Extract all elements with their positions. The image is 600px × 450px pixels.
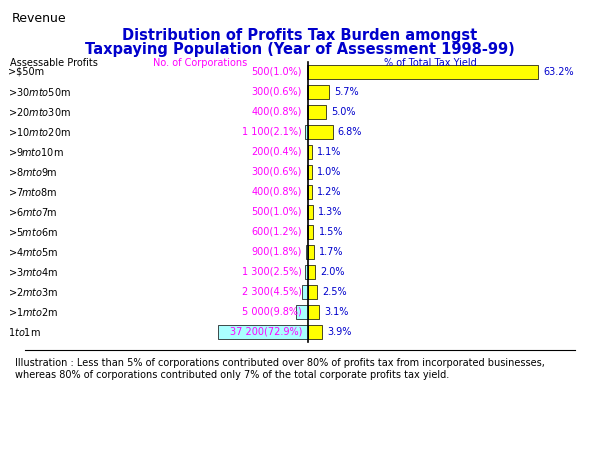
Text: 6.8%: 6.8% [338, 127, 362, 137]
Text: No. of Corporations: No. of Corporations [153, 58, 247, 68]
Text: >$20mto $30m: >$20mto $30m [8, 106, 71, 118]
Text: >$10mto $20m: >$10mto $20m [8, 126, 71, 138]
Bar [307, 225, 308, 239]
Text: 5.0%: 5.0% [331, 107, 356, 117]
Text: >$1mto $2m: >$1mto $2m [8, 306, 58, 318]
Bar [308, 145, 312, 159]
Text: 2.5%: 2.5% [322, 287, 347, 297]
Text: 37 200(72.9%): 37 200(72.9%) [230, 327, 302, 337]
Text: >$8mto $9m: >$8mto $9m [8, 166, 58, 178]
Bar [308, 325, 322, 339]
Text: 5 000(9.8%): 5 000(9.8%) [242, 307, 302, 317]
Bar [307, 85, 308, 99]
Text: 2.0%: 2.0% [320, 267, 345, 277]
Text: 500(1.0%): 500(1.0%) [251, 67, 302, 77]
Bar [308, 245, 314, 259]
Bar [305, 125, 308, 139]
Text: 1.1%: 1.1% [317, 147, 341, 157]
Bar [296, 305, 308, 319]
Text: Assessable Profits: Assessable Profits [10, 58, 98, 68]
Text: >$50m: >$50m [8, 67, 44, 77]
Text: >$4mto $5m: >$4mto $5m [8, 246, 58, 258]
Text: >$7mto $8m: >$7mto $8m [8, 186, 58, 198]
Text: 1.5%: 1.5% [319, 227, 343, 237]
Bar [308, 85, 329, 99]
Text: 63.2%: 63.2% [543, 67, 574, 77]
Text: >$2mto $3m: >$2mto $3m [8, 286, 58, 298]
Text: 900(1.8%): 900(1.8%) [251, 247, 302, 257]
Bar [305, 265, 308, 279]
Text: Revenue: Revenue [12, 12, 67, 25]
Text: >$5mto $6m: >$5mto $6m [8, 226, 58, 238]
Text: >$6mto $7m: >$6mto $7m [8, 206, 58, 218]
Text: 1.3%: 1.3% [318, 207, 342, 217]
Text: 1.2%: 1.2% [317, 187, 342, 197]
Text: 400(0.8%): 400(0.8%) [251, 107, 302, 117]
Text: 600(1.2%): 600(1.2%) [251, 227, 302, 237]
Text: 1 300(2.5%): 1 300(2.5%) [242, 267, 302, 277]
Bar [218, 325, 308, 339]
Text: 5.7%: 5.7% [334, 87, 358, 97]
Bar [307, 105, 308, 119]
Bar [308, 165, 311, 179]
Bar [307, 165, 308, 179]
Bar [308, 225, 313, 239]
Text: Taxpaying Population (Year of Assessment 1998-99): Taxpaying Population (Year of Assessment… [85, 42, 515, 57]
Bar [308, 285, 317, 299]
Bar [307, 65, 308, 79]
Bar [308, 205, 313, 219]
Text: 2 300(4.5%): 2 300(4.5%) [242, 287, 302, 297]
Bar [302, 285, 308, 299]
Text: % of Total Tax Yield: % of Total Tax Yield [383, 58, 476, 68]
Text: 1 100(2.1%): 1 100(2.1%) [242, 127, 302, 137]
Text: >$9mto $10m: >$9mto $10m [8, 146, 64, 158]
Text: 500(1.0%): 500(1.0%) [251, 207, 302, 217]
Bar [308, 305, 319, 319]
Text: 3.1%: 3.1% [324, 307, 349, 317]
Text: >$3mto $4m: >$3mto $4m [8, 266, 58, 278]
Bar [308, 125, 333, 139]
Bar [308, 265, 315, 279]
Text: 300(0.6%): 300(0.6%) [251, 87, 302, 97]
Bar [306, 245, 308, 259]
Text: 400(0.8%): 400(0.8%) [251, 187, 302, 197]
Text: 1.7%: 1.7% [319, 247, 344, 257]
Bar [307, 185, 308, 199]
Text: whereas 80% of corporations contributed only 7% of the total corporate profits t: whereas 80% of corporations contributed … [15, 370, 449, 380]
Bar [307, 205, 308, 219]
Text: $1 to $1m: $1 to $1m [8, 326, 41, 338]
Text: Illustration : Less than 5% of corporations contributed over 80% of profits tax : Illustration : Less than 5% of corporati… [15, 358, 545, 368]
Text: 3.9%: 3.9% [327, 327, 352, 337]
Bar [308, 185, 313, 199]
Bar [308, 105, 326, 119]
Text: 200(0.4%): 200(0.4%) [251, 147, 302, 157]
Text: 1.0%: 1.0% [317, 167, 341, 177]
Text: Distribution of Profits Tax Burden amongst: Distribution of Profits Tax Burden among… [122, 28, 478, 43]
Bar [308, 65, 538, 79]
Text: >$30mto $50m: >$30mto $50m [8, 86, 71, 98]
Text: 300(0.6%): 300(0.6%) [251, 167, 302, 177]
